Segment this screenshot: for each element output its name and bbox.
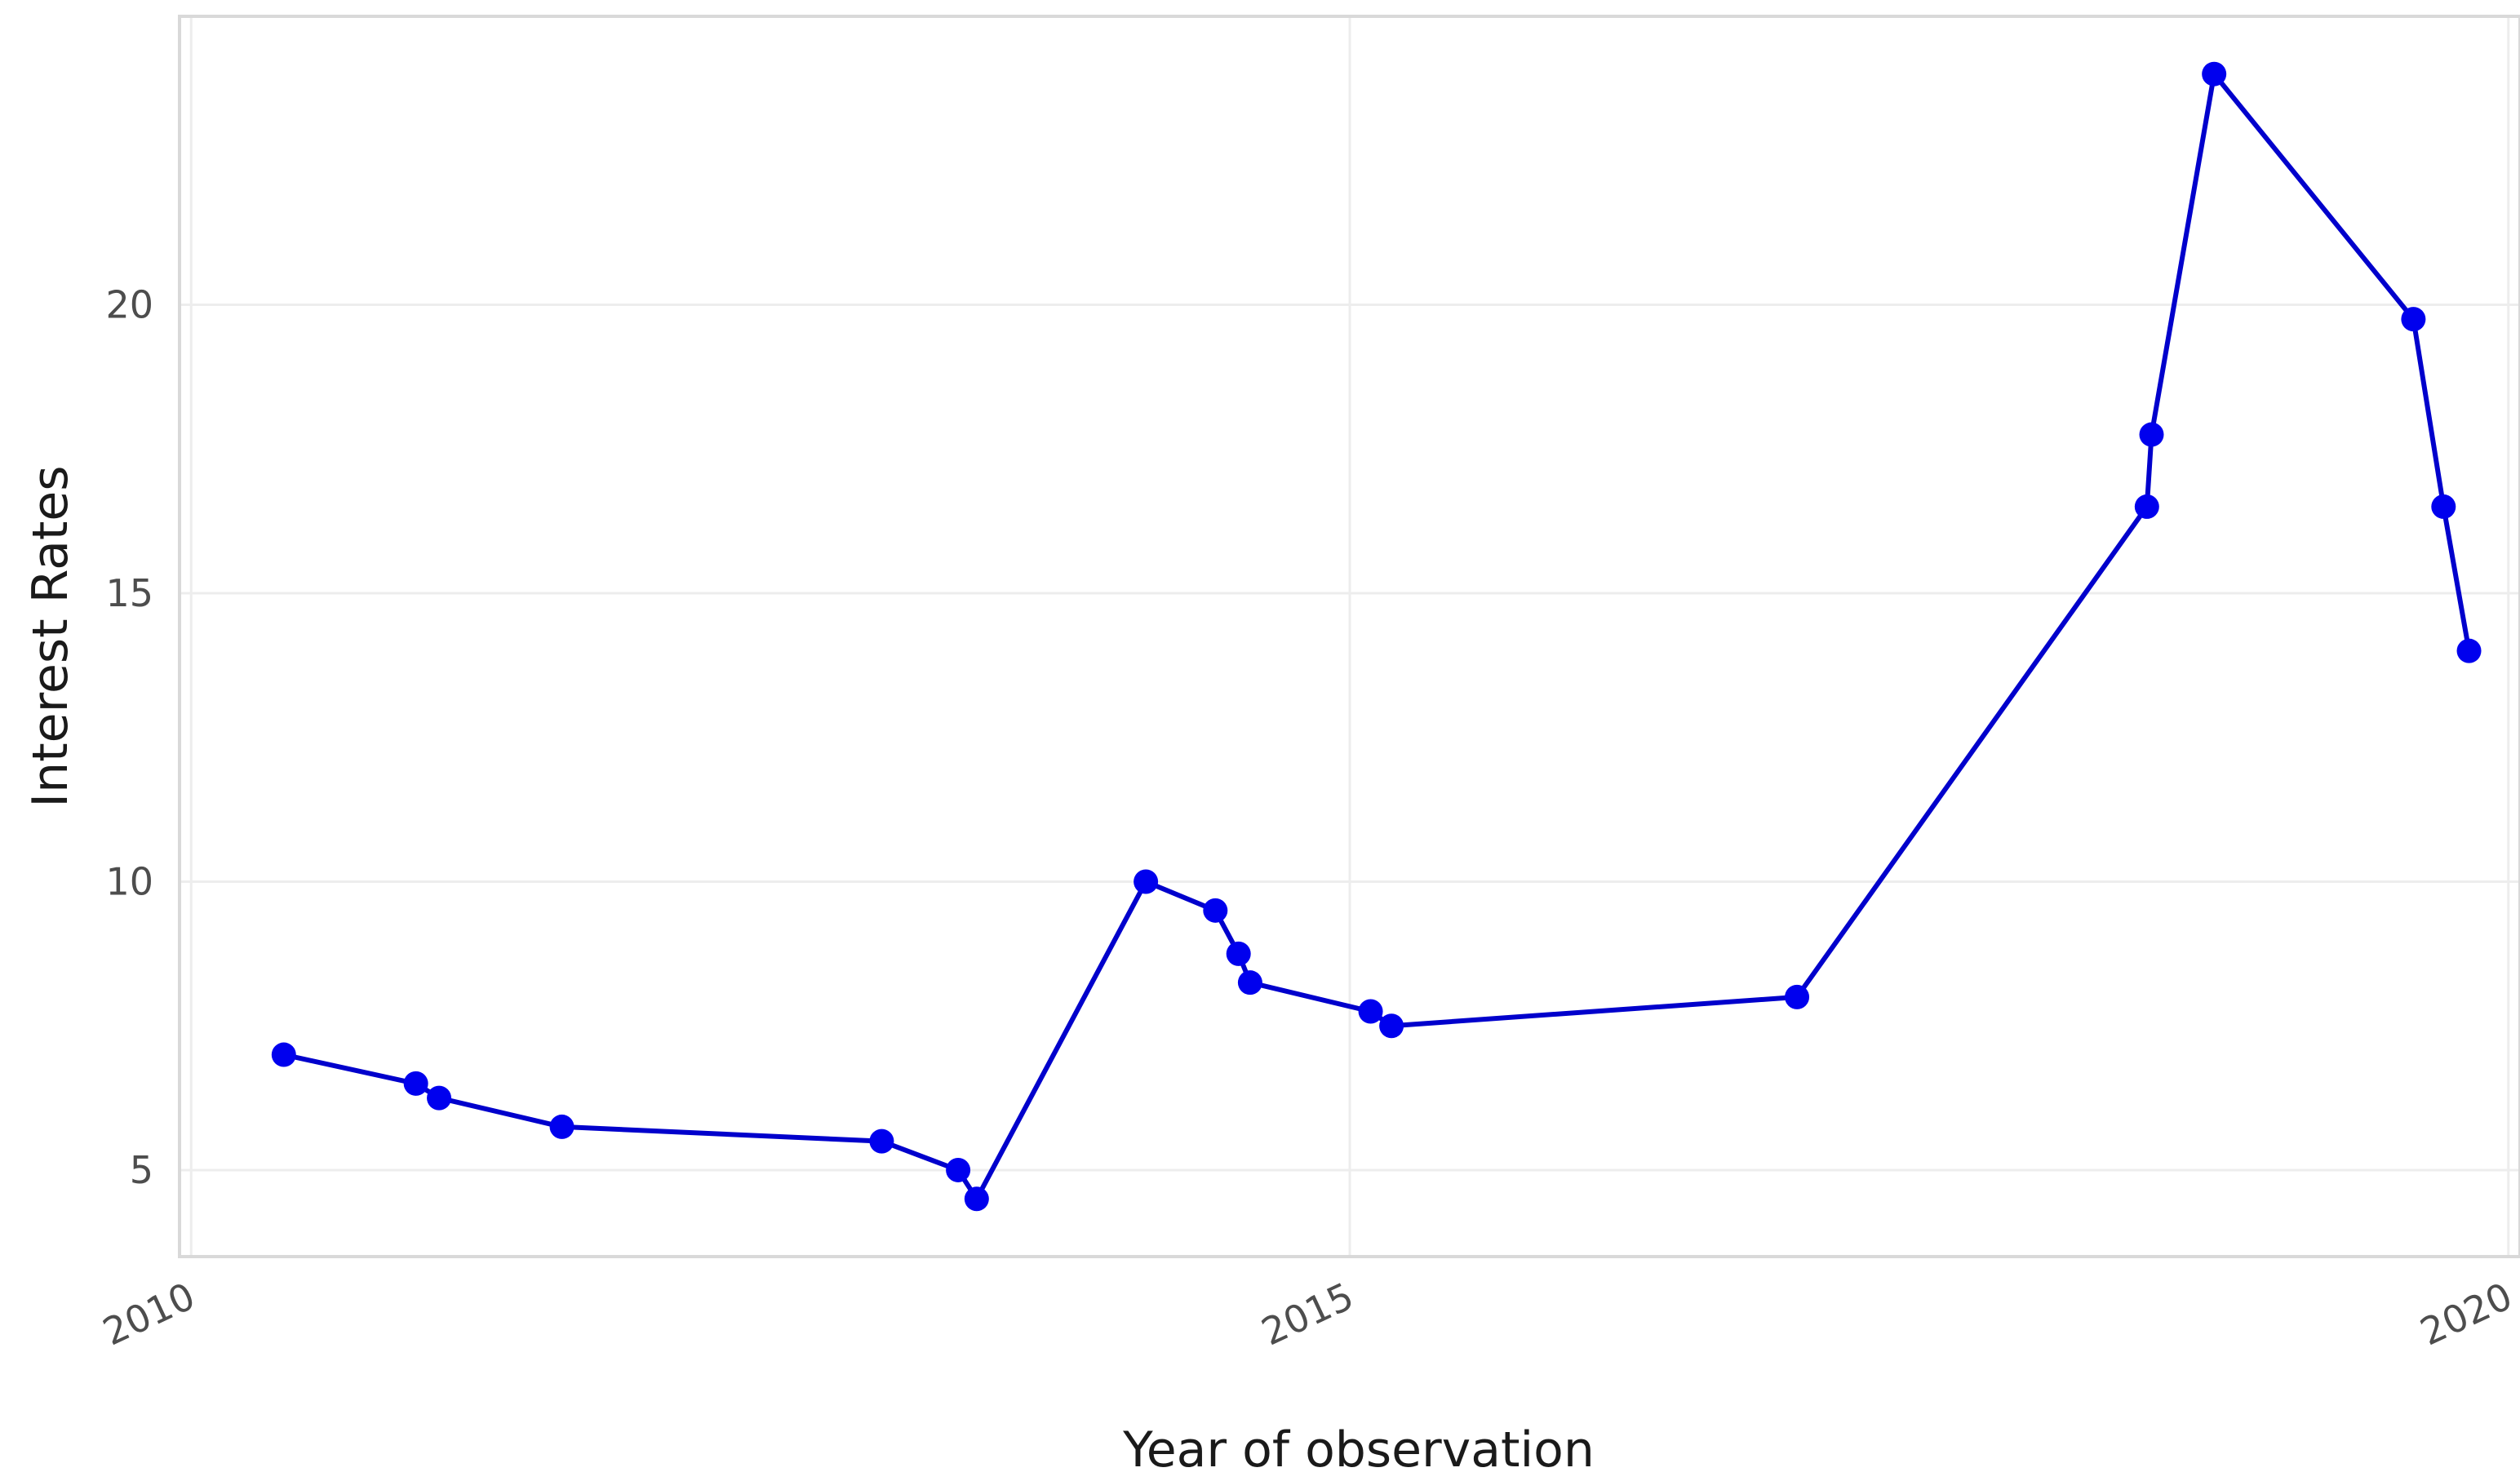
data-point xyxy=(1134,869,1159,894)
x-tick-label: 2020 xyxy=(2414,1274,2519,1354)
data-point xyxy=(2202,61,2227,86)
grid-layer xyxy=(180,16,2520,1257)
y-tick-label: 5 xyxy=(130,1148,153,1192)
data-point xyxy=(946,1157,971,1182)
data-point xyxy=(1379,1013,1404,1039)
data-point xyxy=(2401,307,2426,332)
x-axis-title: Year of observation xyxy=(1122,1421,1595,1479)
data-point xyxy=(427,1085,452,1111)
data-point xyxy=(964,1186,989,1212)
plot-border xyxy=(178,15,2520,1258)
series-line xyxy=(281,71,2472,1202)
data-point xyxy=(1226,941,1251,966)
data-point xyxy=(2139,422,2164,447)
data-point xyxy=(2456,638,2482,663)
y-axis-title: Interest Rates xyxy=(22,465,79,807)
data-point xyxy=(271,1042,296,1067)
y-tick-label: 20 xyxy=(105,282,153,326)
y-tick-label: 15 xyxy=(105,571,153,615)
data-point xyxy=(403,1071,428,1096)
data-point xyxy=(1358,999,1383,1024)
data-layer xyxy=(271,61,2482,1212)
data-point xyxy=(1785,984,1810,1009)
data-point xyxy=(2431,494,2456,519)
data-point xyxy=(549,1114,575,1139)
data-point xyxy=(869,1128,894,1154)
data-point xyxy=(1203,898,1228,923)
x-tick-label: 2010 xyxy=(96,1274,202,1354)
x-tick-label: 2015 xyxy=(1255,1274,1360,1354)
data-point xyxy=(2134,494,2159,519)
data-point xyxy=(1237,970,1262,995)
y-tick-label: 10 xyxy=(105,859,153,903)
